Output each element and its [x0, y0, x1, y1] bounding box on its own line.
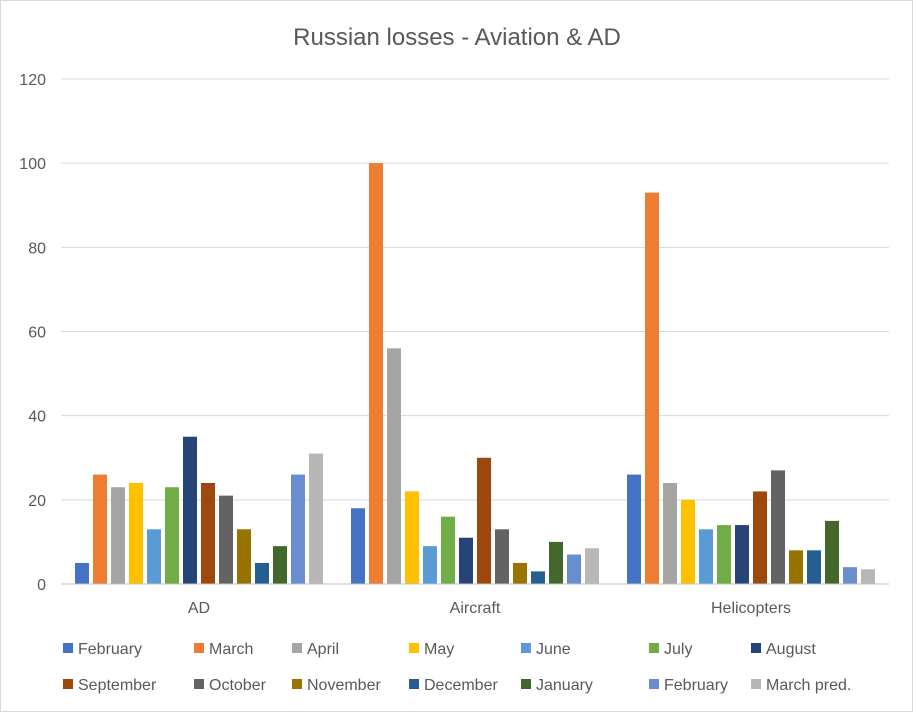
bar: [771, 470, 785, 584]
bar: [567, 554, 581, 584]
legend-swatch: [751, 643, 761, 653]
bar: [273, 546, 287, 584]
gridlines: [61, 78, 889, 501]
bar: [495, 529, 509, 584]
bar: [219, 495, 233, 584]
bar: [717, 525, 731, 584]
bar: [789, 550, 803, 584]
bar: [165, 487, 179, 584]
y-tick-label: 120: [19, 72, 46, 89]
bar: [147, 529, 161, 584]
legend-swatch: [292, 643, 302, 653]
legend-swatch: [63, 643, 73, 653]
y-tick-label: 80: [28, 240, 46, 257]
x-axis: AD Aircraft Helicopters: [61, 583, 889, 617]
legend-swatch: [409, 679, 419, 689]
bar: [645, 192, 659, 584]
bar: [477, 457, 491, 584]
legend-swatch: [194, 643, 204, 653]
bar: [75, 562, 89, 584]
legend-label: September: [78, 677, 157, 694]
bar: [861, 569, 875, 584]
legend-swatch: [194, 679, 204, 689]
bar: [423, 546, 437, 584]
y-tick-label: 40: [28, 409, 46, 426]
bar: [459, 537, 473, 584]
legend: February March April May June July August Septe…: [63, 641, 851, 694]
bar: [681, 499, 695, 584]
bar: [183, 436, 197, 584]
bar: [585, 548, 599, 584]
bar: [441, 516, 455, 584]
legend-swatch: [292, 679, 302, 689]
bar: [351, 508, 365, 584]
legend-label: November: [307, 677, 381, 694]
legend-swatch: [521, 643, 531, 653]
bar: [753, 491, 767, 584]
bar: [369, 163, 383, 584]
bar: [843, 567, 857, 584]
legend-label: June: [536, 641, 571, 658]
bar: [237, 529, 251, 584]
bar: [291, 474, 305, 584]
legend-label: July: [664, 641, 692, 658]
bar: [255, 562, 269, 584]
legend-label: August: [766, 641, 816, 658]
bar: [111, 487, 125, 584]
bar: [387, 348, 401, 584]
legend-swatch: [63, 679, 73, 689]
bar: [129, 483, 143, 584]
legend-swatch: [649, 679, 659, 689]
bar: [309, 453, 323, 584]
bar: [531, 571, 545, 584]
y-tick-label: 0: [37, 577, 46, 594]
bar: [549, 541, 563, 584]
bar: [513, 562, 527, 584]
x-tick-label: Helicopters: [711, 600, 791, 617]
y-tick-label: 20: [28, 493, 46, 510]
y-tick-label: 100: [19, 156, 46, 173]
bar: [825, 520, 839, 584]
bars: [75, 163, 875, 584]
bar: [201, 483, 215, 584]
legend-label: October: [209, 677, 267, 694]
y-tick-label: 60: [28, 325, 46, 342]
bar: [663, 483, 677, 584]
x-tick-label: AD: [188, 600, 210, 617]
legend-label: April: [307, 641, 339, 658]
legend-label: January: [536, 677, 593, 694]
x-tick-label: Aircraft: [450, 600, 501, 617]
legend-label: February: [78, 641, 142, 658]
legend-swatch: [409, 643, 419, 653]
legend-label: March pred.: [766, 677, 851, 694]
legend-label: February: [664, 677, 728, 694]
legend-swatch: [521, 679, 531, 689]
chart-title: Russian losses - Aviation & AD: [293, 24, 621, 51]
legend-label: March: [209, 641, 253, 658]
legend-swatch: [649, 643, 659, 653]
bar: [627, 474, 641, 584]
bar: [405, 491, 419, 584]
legend-label: December: [424, 677, 498, 694]
bar: [93, 474, 107, 584]
bar: [807, 550, 821, 584]
bar: [699, 529, 713, 584]
bar: [735, 525, 749, 584]
legend-swatch: [751, 679, 761, 689]
y-axis-ticks: 0 20 40 60 80 100 120: [19, 72, 46, 594]
legend-label: May: [424, 641, 454, 658]
